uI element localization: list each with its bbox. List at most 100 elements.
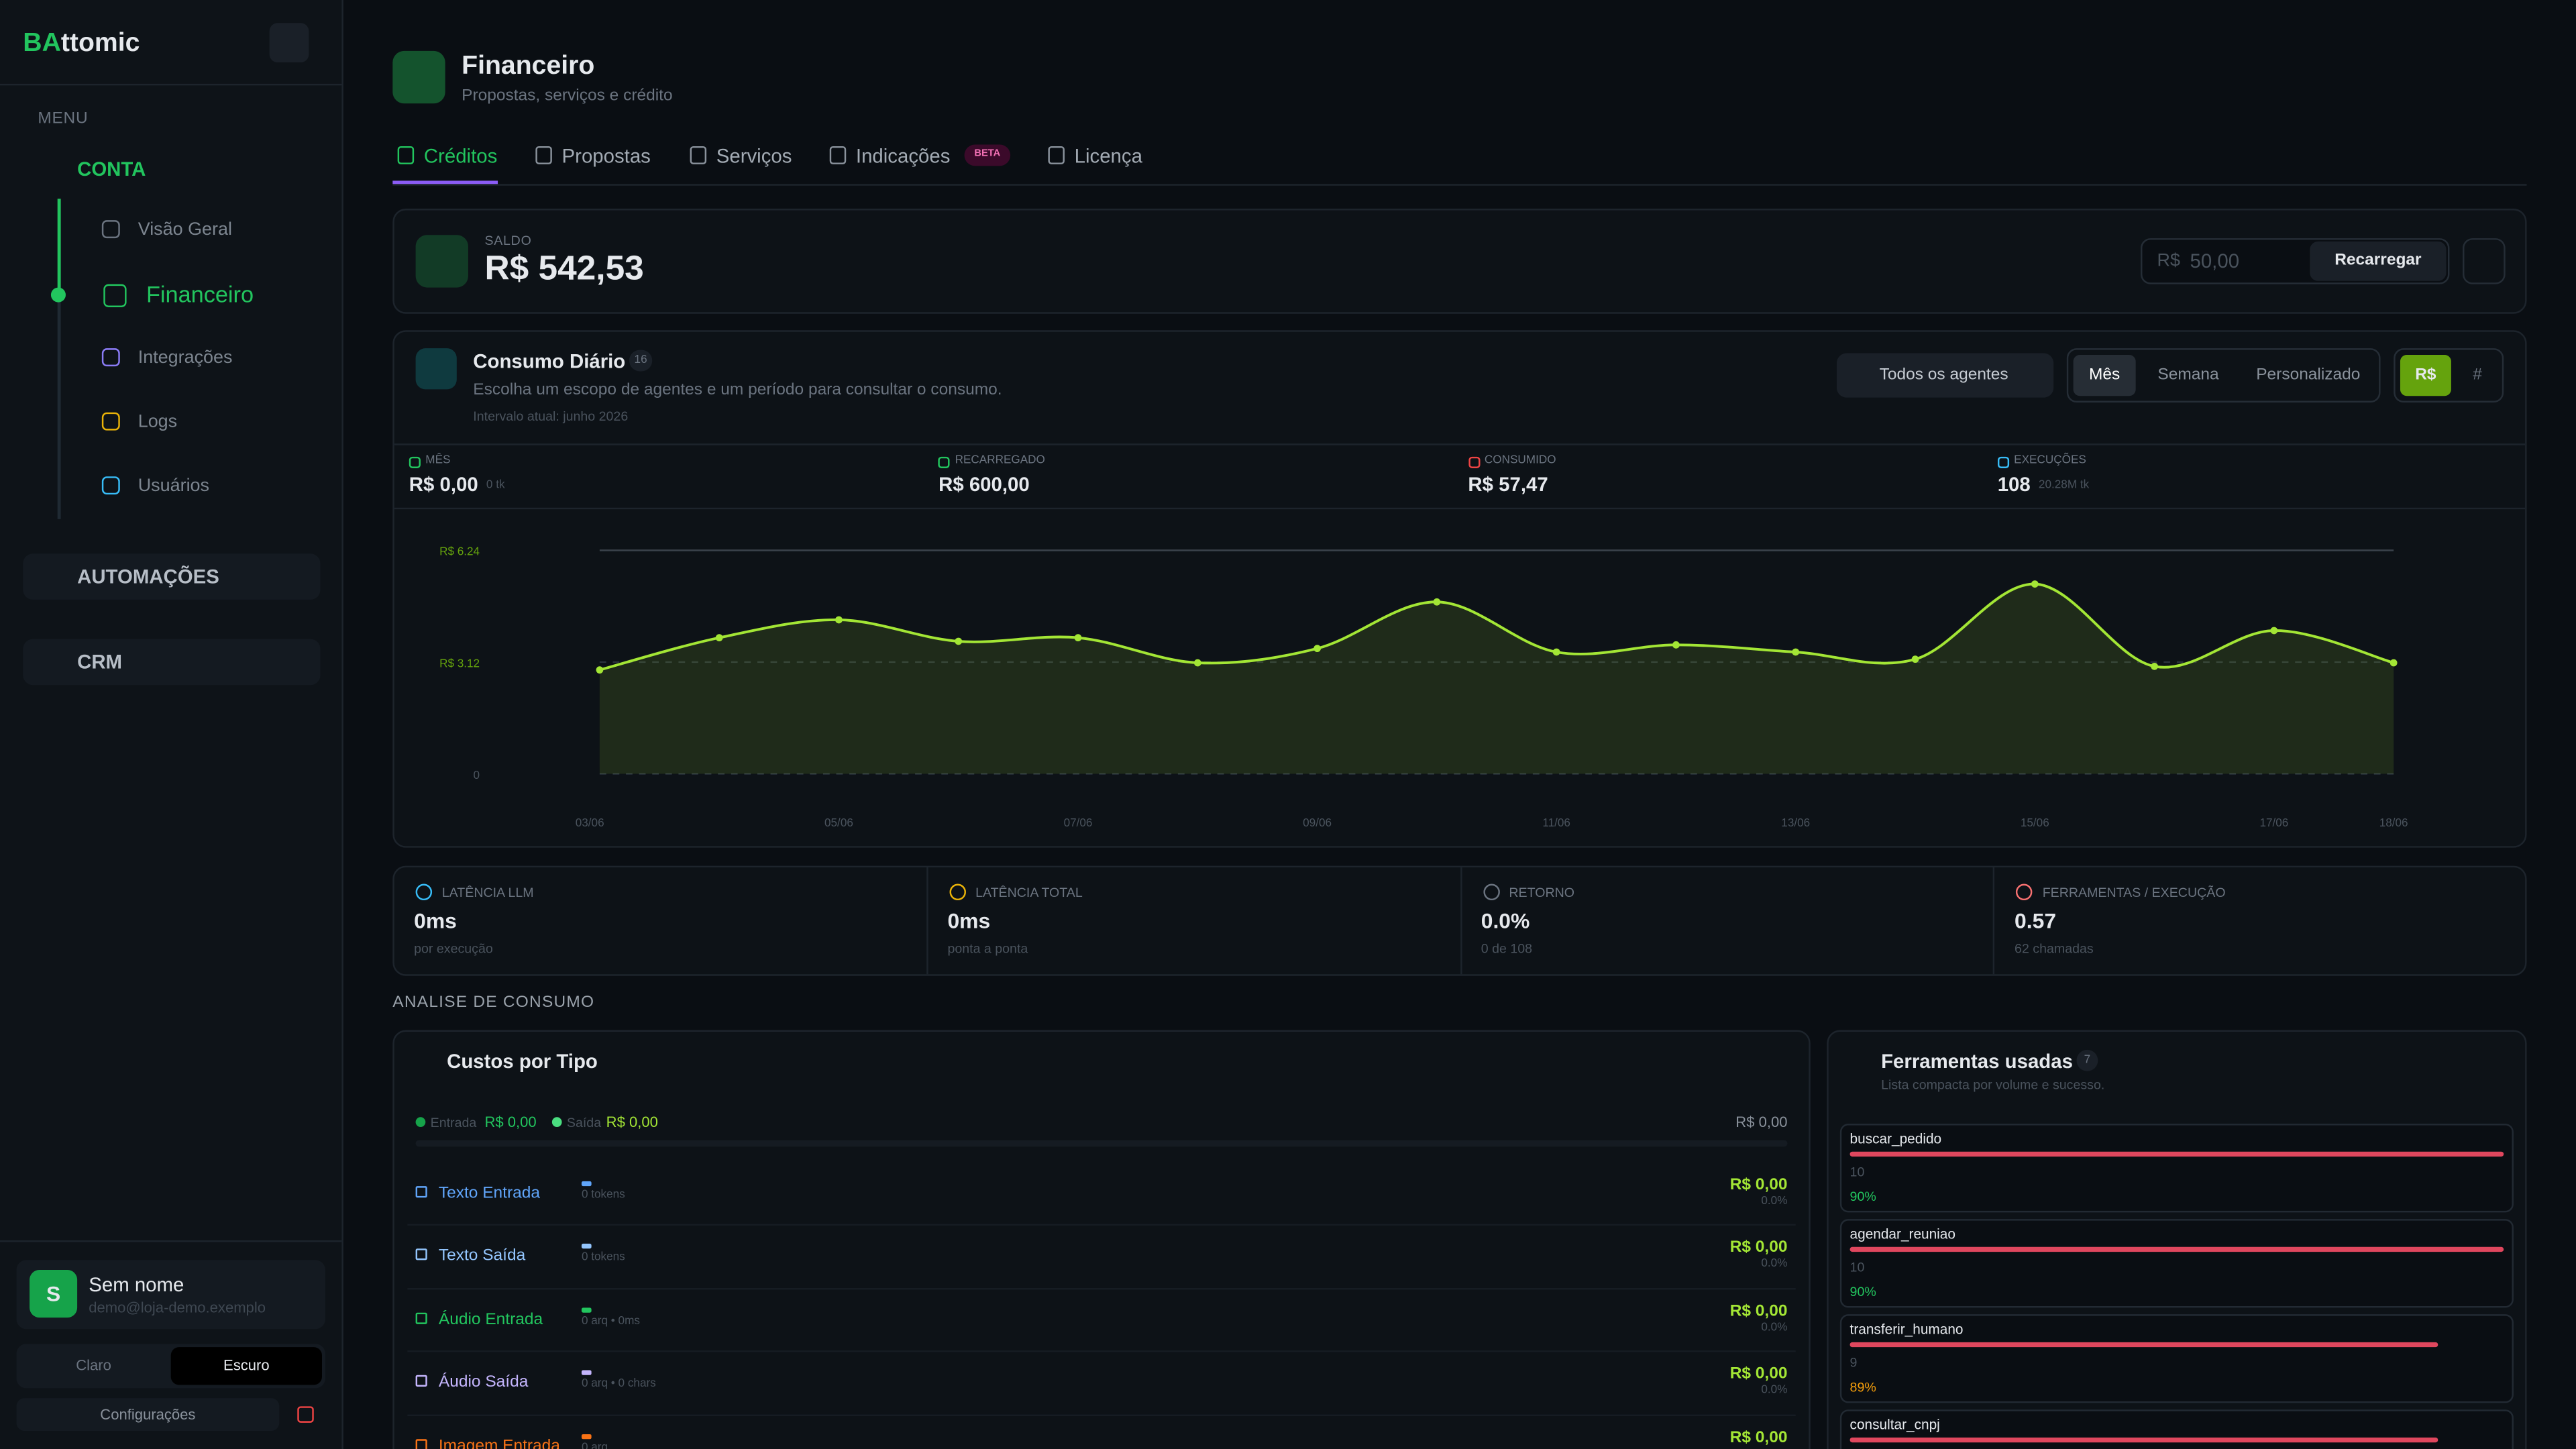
row-swatch [581, 1433, 592, 1439]
point [1911, 655, 1919, 663]
row-value: R$ 0,00 [1729, 1428, 1788, 1447]
row-name: Imagem Entrada [438, 1436, 560, 1449]
nav-item[interactable]: Logs [138, 412, 178, 433]
tool-bar [1849, 1246, 2504, 1252]
theme-dark[interactable]: Escuro [170, 1347, 323, 1385]
row-pct: 0.0% [1761, 1258, 1788, 1271]
logo-accent: BA [23, 30, 61, 58]
consumption-card [392, 330, 2527, 848]
balance-icon [415, 235, 468, 288]
row-swatch [581, 1181, 592, 1187]
input-prefix: R$ [2157, 251, 2180, 272]
page-subtitle: Propostas, serviços e crédito [462, 87, 673, 105]
tab[interactable]: Licença [1074, 144, 1142, 168]
collapse-button[interactable] [269, 23, 309, 63]
row-swatch [581, 1307, 592, 1313]
tree-line [57, 199, 61, 519]
consumption-title: Consumo Diário [473, 350, 626, 373]
balance-label: SALDO [484, 233, 532, 248]
metric-value: 0.0% [1481, 908, 1530, 934]
stat-value: R$ 600,00 [938, 473, 1030, 496]
point [2270, 627, 2278, 635]
x-tick-label: 15/06 [2021, 816, 2049, 829]
point [1433, 598, 1441, 606]
point [715, 634, 723, 642]
row-sub: 0 tokens [581, 1252, 625, 1265]
row-sub: 0 arq • 0 chars [581, 1379, 656, 1391]
tab-icon [397, 146, 415, 164]
tool-item[interactable] [1839, 1219, 2514, 1308]
logo-rest: ttomic [60, 30, 140, 58]
metric-sub: 62 chamadas [2015, 941, 2094, 957]
row-icon [415, 1312, 427, 1324]
stat-value: R$ 57,47 [1468, 473, 1548, 496]
consumption-badge: 16 [629, 350, 653, 372]
tab[interactable]: Serviços [716, 144, 792, 168]
agent-filter[interactable]: Todos os agentes [1836, 353, 2054, 398]
period-option[interactable]: Mês [2073, 354, 2136, 396]
tool-item[interactable] [1839, 1124, 2514, 1213]
metric-label: LATÊNCIA LLM [441, 885, 534, 901]
nav-item[interactable]: Visão Geral [138, 220, 232, 240]
tool-rate: 90% [1849, 1189, 1876, 1205]
y-tick-label: R$ 3.12 [439, 656, 480, 669]
alert-button[interactable] [2463, 238, 2506, 284]
consumption-icon [415, 348, 457, 390]
section-header[interactable]: CONTA [77, 158, 146, 181]
tool-name: agendar_reuniao [1849, 1225, 1955, 1242]
row-value: R$ 0,00 [1729, 1365, 1788, 1384]
line [599, 582, 2394, 672]
row-icon [415, 1186, 427, 1198]
x-tick-label: 11/06 [1542, 816, 1570, 829]
unit-count[interactable]: # [2473, 366, 2482, 385]
period-option[interactable]: Personalizado [2256, 366, 2361, 385]
x-tick-label: 07/06 [1064, 816, 1093, 829]
nav-item[interactable]: Usuários [138, 476, 210, 496]
row-swatch [581, 1244, 592, 1250]
settings-button[interactable]: Configurações [16, 1398, 280, 1432]
nav-item[interactable]: Financeiro [146, 280, 254, 307]
section-header[interactable]: AUTOMAÇÕES [77, 565, 219, 588]
stat-label: RECARREGADO [955, 455, 1045, 467]
legend-dot [415, 1117, 426, 1128]
section-header[interactable]: CRM [77, 650, 123, 674]
menu-label: MENU [38, 110, 89, 129]
tab[interactable]: Indicações [855, 144, 951, 168]
costs-title: Custos por Tipo [447, 1049, 598, 1073]
tools-title: Ferramentas usadas [1881, 1049, 2073, 1073]
divider [0, 83, 342, 86]
metric-value: 0ms [414, 908, 457, 934]
tab-underline [392, 180, 498, 184]
recharge-button[interactable]: Recarregar [2310, 241, 2447, 281]
tab[interactable]: Créditos [423, 144, 498, 168]
x-tick-label: 17/06 [2259, 816, 2288, 829]
section-box[interactable] [23, 553, 321, 600]
tab[interactable]: Propostas [561, 144, 651, 168]
logout-button[interactable] [297, 1406, 314, 1423]
tool-item[interactable] [1839, 1409, 2514, 1449]
unit-group [2394, 348, 2504, 403]
metric-sub: ponta a ponta [947, 941, 1028, 957]
theme-light[interactable]: Claro [76, 1356, 111, 1374]
row-icon [415, 1438, 427, 1449]
tool-count: 10 [1849, 1165, 1865, 1180]
tool-item[interactable] [1839, 1314, 2514, 1403]
row-value: R$ 0,00 [1729, 1176, 1788, 1195]
row-divider [407, 1224, 1796, 1226]
section-label: ANALISE DE CONSUMO [392, 994, 595, 1012]
x-tick-label: 05/06 [824, 816, 853, 829]
unit-currency[interactable]: R$ [2400, 354, 2451, 396]
row-pct: 0.0% [1761, 1322, 1788, 1334]
nav-icon [101, 348, 120, 367]
nav-item[interactable]: Integrações [138, 348, 233, 368]
x-tick-label: 18/06 [2379, 816, 2408, 829]
tree-dot [50, 287, 66, 303]
section-box[interactable] [23, 639, 321, 686]
metric-label: LATÊNCIA TOTAL [975, 885, 1083, 901]
point [1672, 641, 1680, 649]
metric-label: FERRAMENTAS / EXECUÇÃO [2042, 885, 2226, 901]
tab-icon [535, 146, 552, 164]
nav-icon [103, 284, 127, 307]
period-option[interactable]: Semana [2157, 366, 2219, 385]
